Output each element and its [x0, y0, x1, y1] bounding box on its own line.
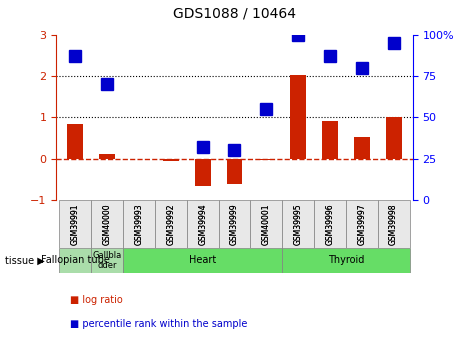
Bar	[68, 124, 83, 159]
Text: GSM39992: GSM39992	[166, 204, 175, 245]
Bar	[290, 75, 306, 159]
Bar	[195, 159, 211, 186]
Text: GSM39996: GSM39996	[325, 204, 334, 245]
Text: tissue ▶: tissue ▶	[5, 256, 45, 265]
FancyBboxPatch shape	[378, 200, 409, 248]
Bar	[227, 159, 242, 184]
FancyBboxPatch shape	[123, 200, 155, 248]
Text: GSM39993: GSM39993	[135, 204, 144, 245]
Text: GSM39994: GSM39994	[198, 204, 207, 245]
Text: Fallopian tube: Fallopian tube	[41, 256, 110, 265]
Text: Gallbla
dder: Gallbla dder	[92, 251, 122, 270]
Bar	[163, 159, 179, 161]
FancyBboxPatch shape	[91, 248, 123, 273]
FancyBboxPatch shape	[91, 200, 123, 248]
Text: GSM39993: GSM39993	[135, 204, 144, 245]
Text: ■ percentile rank within the sample: ■ percentile rank within the sample	[70, 319, 248, 329]
FancyBboxPatch shape	[282, 248, 409, 273]
Text: GSM39992: GSM39992	[166, 204, 175, 245]
Text: GSM40000: GSM40000	[103, 204, 112, 245]
Bar	[322, 121, 338, 159]
Text: GSM39998: GSM39998	[389, 204, 398, 245]
FancyBboxPatch shape	[219, 200, 250, 248]
Text: GSM40001: GSM40001	[262, 204, 271, 245]
FancyBboxPatch shape	[60, 200, 91, 248]
FancyBboxPatch shape	[282, 200, 314, 248]
Text: GSM39991: GSM39991	[71, 204, 80, 245]
Text: Heart: Heart	[189, 256, 216, 265]
FancyBboxPatch shape	[60, 248, 91, 273]
Text: GSM39997: GSM39997	[357, 204, 366, 245]
FancyBboxPatch shape	[346, 200, 378, 248]
Text: GSM39999: GSM39999	[230, 204, 239, 245]
Text: GSM40001: GSM40001	[262, 204, 271, 245]
Text: GSM39994: GSM39994	[198, 204, 207, 245]
Text: GSM39995: GSM39995	[294, 204, 303, 245]
Text: GDS1088 / 10464: GDS1088 / 10464	[173, 7, 296, 21]
FancyBboxPatch shape	[155, 200, 187, 248]
Bar	[386, 117, 401, 159]
Text: ■ log ratio: ■ log ratio	[70, 295, 123, 305]
Text: GSM39997: GSM39997	[357, 204, 366, 245]
FancyBboxPatch shape	[187, 200, 219, 248]
Text: GSM40000: GSM40000	[103, 204, 112, 245]
Text: GSM39991: GSM39991	[71, 204, 80, 245]
Text: GSM39995: GSM39995	[294, 204, 303, 245]
Text: GSM39996: GSM39996	[325, 204, 334, 245]
Bar	[354, 137, 370, 159]
Bar	[99, 154, 115, 159]
FancyBboxPatch shape	[250, 200, 282, 248]
FancyBboxPatch shape	[314, 200, 346, 248]
FancyBboxPatch shape	[123, 248, 282, 273]
Text: GSM39998: GSM39998	[389, 204, 398, 245]
Text: Thyroid: Thyroid	[328, 256, 364, 265]
Text: GSM39999: GSM39999	[230, 204, 239, 245]
